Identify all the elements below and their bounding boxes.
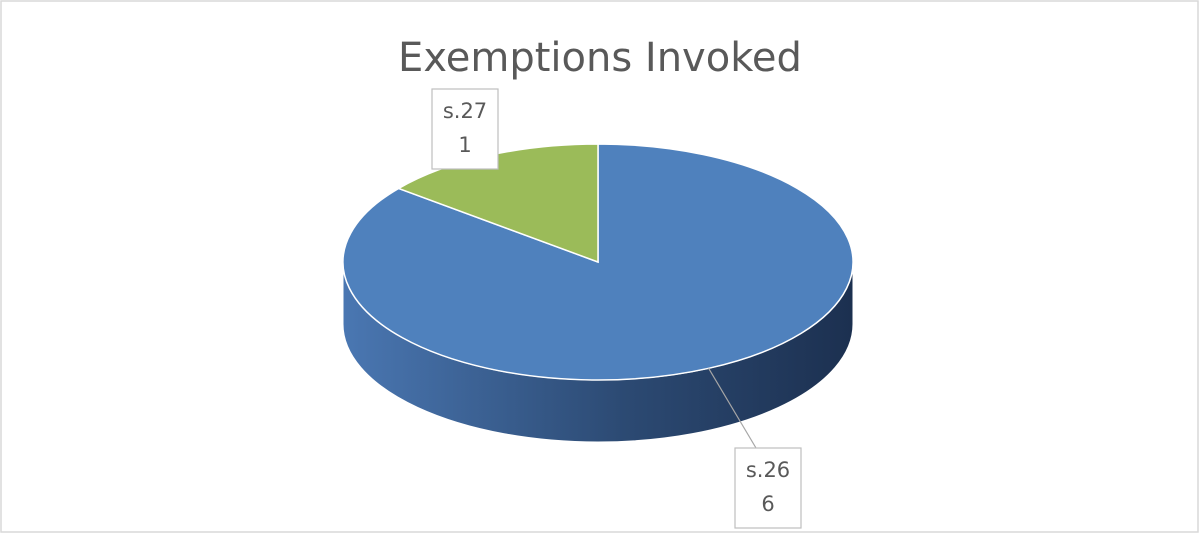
- category-label: s.26: [746, 458, 790, 482]
- data-label-box: [431, 88, 499, 170]
- chart-title: Exemptions Invoked: [398, 35, 802, 81]
- category-label: s.27: [443, 99, 487, 123]
- data-label: 1: [458, 133, 471, 157]
- leader-line: [708, 368, 757, 449]
- data-label-box: [734, 447, 802, 529]
- slice: [342, 143, 854, 381]
- data-label: 6: [761, 492, 774, 516]
